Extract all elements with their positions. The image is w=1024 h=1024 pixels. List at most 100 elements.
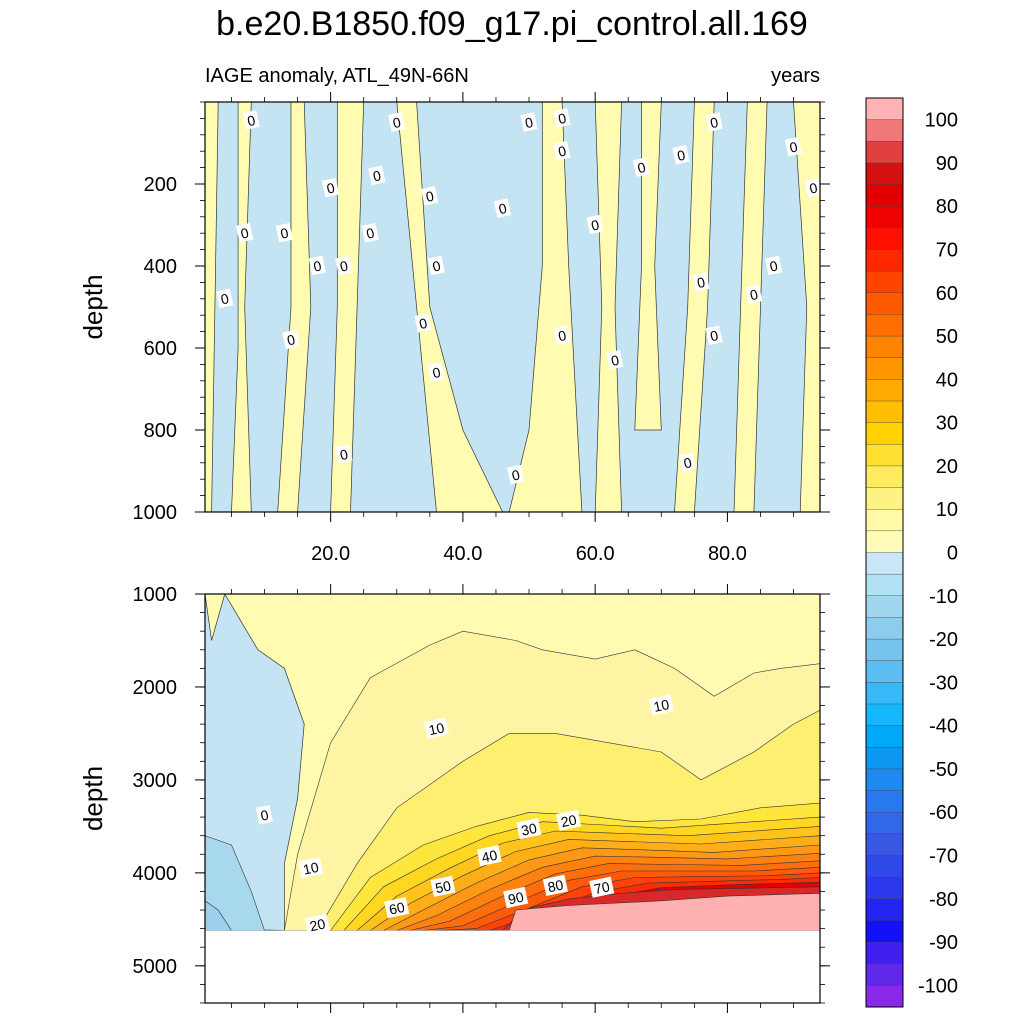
colorbar-label: 70: [936, 240, 958, 262]
colorbar-swatch: [865, 941, 904, 965]
colorbar-swatch: [865, 162, 904, 186]
upper-contour-label: 0: [414, 313, 432, 333]
colorbar-swatch: [865, 833, 904, 856]
colorbar-swatch: [865, 963, 904, 986]
colorbar-swatch: [865, 465, 904, 489]
upper-contour-label: 0: [388, 112, 406, 132]
upper-positive-band: [330, 102, 365, 512]
colorbar-swatch: [865, 400, 904, 424]
lower-ytick-label: 4000: [133, 863, 178, 885]
svg-text:30: 30: [520, 820, 539, 839]
upper-contour-label: 0: [632, 157, 651, 177]
svg-text:0: 0: [219, 290, 230, 307]
colorbar-label: -70: [929, 846, 958, 868]
lower-contour-label: 10: [423, 717, 449, 739]
svg-text:0: 0: [259, 807, 270, 824]
upper-positive-band: [396, 102, 503, 512]
upper-contour-label: 0: [692, 272, 710, 292]
upper-contour-label: 0: [321, 177, 340, 198]
svg-text:0: 0: [748, 286, 759, 303]
svg-text:0: 0: [371, 167, 382, 184]
svg-text:0: 0: [365, 225, 376, 242]
upper-positive-band: [277, 102, 312, 512]
svg-text:10: 10: [302, 859, 321, 878]
upper-contour-label: 0: [335, 255, 353, 276]
colorbar-swatch: [865, 227, 904, 251]
upper-contour-label: 0: [745, 284, 763, 304]
lower-negative-inner: [205, 835, 265, 931]
colorbar-label: 50: [936, 326, 958, 348]
upper-xtick-label: 60.0: [576, 543, 615, 565]
upper-ytick-label: 1000: [133, 502, 178, 524]
svg-text:0: 0: [610, 352, 621, 369]
colorbar-swatch: [865, 314, 904, 337]
colorbar-swatch: [865, 422, 904, 445]
svg-text:0: 0: [338, 257, 349, 274]
svg-text:40: 40: [480, 847, 499, 866]
colorbar-swatch: [865, 292, 904, 315]
svg-text:0: 0: [431, 257, 442, 274]
svg-text:0: 0: [808, 179, 819, 196]
colorbar-label: -80: [929, 889, 958, 911]
svg-text:0: 0: [418, 315, 429, 332]
upper-ylabel: depth: [78, 274, 108, 339]
colorbar-swatch: [865, 812, 904, 835]
colorbar-label: -60: [929, 802, 958, 824]
upper-contour-label: 0: [493, 198, 512, 218]
upper-contour-label: 0: [427, 362, 446, 382]
svg-text:0: 0: [391, 114, 402, 131]
upper-positive-band: [634, 102, 662, 431]
colorbar-swatch: [865, 855, 904, 878]
upper-plot-frame: [204, 101, 821, 513]
colorbar-label: 40: [936, 369, 958, 391]
upper-contour-label: 0: [678, 452, 697, 473]
lower-ylabel: depth: [78, 766, 108, 831]
lower-contour-label: 80: [542, 874, 568, 897]
upper-contour-label: 0: [308, 255, 326, 276]
upper-ticks: [195, 92, 830, 522]
lower-contour-label: 50: [430, 875, 456, 897]
upper-xtick-label: 40.0: [443, 543, 482, 565]
colorbar-label: -90: [929, 932, 958, 954]
svg-text:0: 0: [524, 114, 535, 131]
lower-ytick-label: 2000: [133, 677, 178, 699]
svg-text:0: 0: [510, 466, 521, 483]
colorbar-swatch: [865, 790, 904, 813]
svg-text:90: 90: [507, 889, 526, 908]
upper-contour-label: 0: [672, 145, 690, 165]
upper-contour-label: 0: [216, 288, 234, 309]
upper-contour-label: 0: [282, 329, 300, 350]
upper-contour-label: 0: [705, 325, 723, 345]
svg-text:0: 0: [590, 216, 601, 233]
svg-text:50: 50: [434, 877, 453, 896]
colorbar-label: -100: [918, 975, 958, 997]
upper-contour-label: 0: [361, 222, 379, 243]
svg-text:70: 70: [593, 878, 612, 897]
upper-positive-band: [674, 102, 715, 512]
svg-text:20: 20: [308, 915, 327, 934]
lower-contour-label: 60: [384, 897, 410, 919]
svg-text:0: 0: [286, 331, 297, 348]
lower-ticks: [195, 584, 830, 1013]
upper-contour-label: 0: [421, 186, 439, 206]
lower-missing-region: [205, 930, 820, 1003]
upper-contour-label: 0: [705, 112, 723, 132]
lower-panel: 0 10 10 10 20 20 30 40 50 60 90 80 70 1000 2000 3000 400…: [78, 584, 830, 1013]
figure-title: b.e20.B1850.f09_g17.pi_control.all.169: [216, 5, 808, 43]
colorbar-swatch: [865, 97, 904, 121]
colorbar-swatch: [865, 573, 904, 597]
colorbar-label: 30: [936, 413, 958, 435]
lower-contour-fill: [205, 594, 820, 931]
subtitle-right: years: [771, 65, 820, 87]
colorbar-swatch: [865, 768, 904, 792]
colorbar-swatch: [865, 530, 904, 553]
svg-text:0: 0: [424, 188, 435, 205]
lower-contour-label: 0: [255, 804, 274, 825]
upper-contour-label: 0: [427, 255, 446, 276]
upper-ytick-label: 400: [144, 256, 177, 278]
svg-text:0: 0: [709, 327, 720, 344]
lower-contour-label: 30: [516, 818, 542, 840]
upper-positive-band: [508, 102, 583, 512]
